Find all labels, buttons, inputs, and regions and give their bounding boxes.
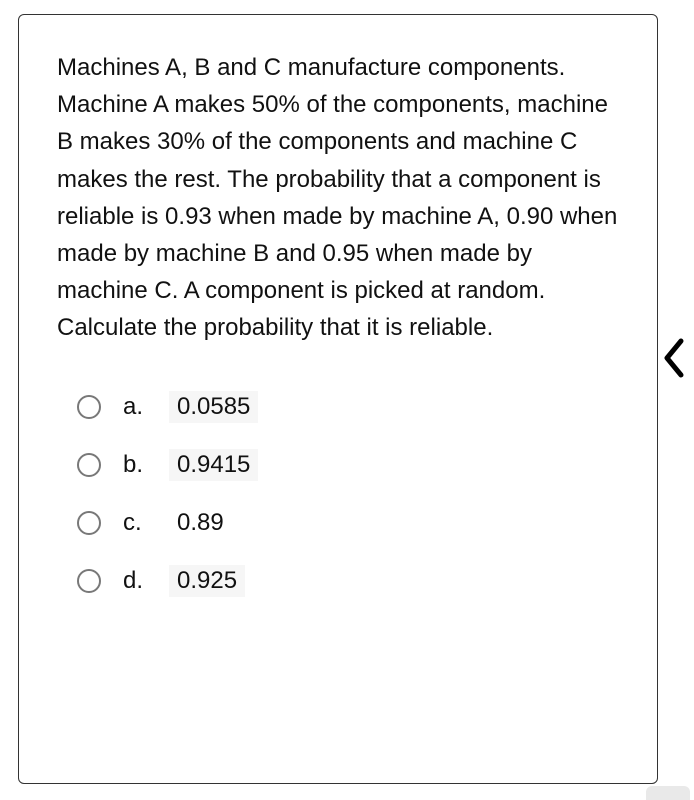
question-card: Machines A, B and C manufacture componen… (18, 14, 658, 784)
radio-option-b[interactable] (77, 453, 101, 477)
option-letter: a. (123, 393, 147, 421)
option-letter: c. (123, 509, 147, 537)
radio-option-d[interactable] (77, 569, 101, 593)
option-row[interactable]: a. 0.0585 (77, 391, 629, 423)
question-text: Machines A, B and C manufacture componen… (57, 49, 629, 347)
option-letter: d. (123, 567, 147, 595)
option-value: 0.0585 (169, 391, 258, 423)
prev-button[interactable] (656, 330, 692, 386)
option-value: 0.925 (169, 565, 245, 597)
option-row[interactable]: d. 0.925 (77, 565, 629, 597)
bottom-tab (646, 786, 690, 800)
option-value: 0.89 (169, 507, 232, 539)
options-list: a. 0.0585 b. 0.9415 c. 0.89 d. 0.925 (57, 391, 629, 597)
option-letter: b. (123, 451, 147, 479)
option-row[interactable]: b. 0.9415 (77, 449, 629, 481)
option-row[interactable]: c. 0.89 (77, 507, 629, 539)
option-value: 0.9415 (169, 449, 258, 481)
chevron-left-icon (661, 337, 687, 379)
radio-option-c[interactable] (77, 511, 101, 535)
radio-option-a[interactable] (77, 395, 101, 419)
